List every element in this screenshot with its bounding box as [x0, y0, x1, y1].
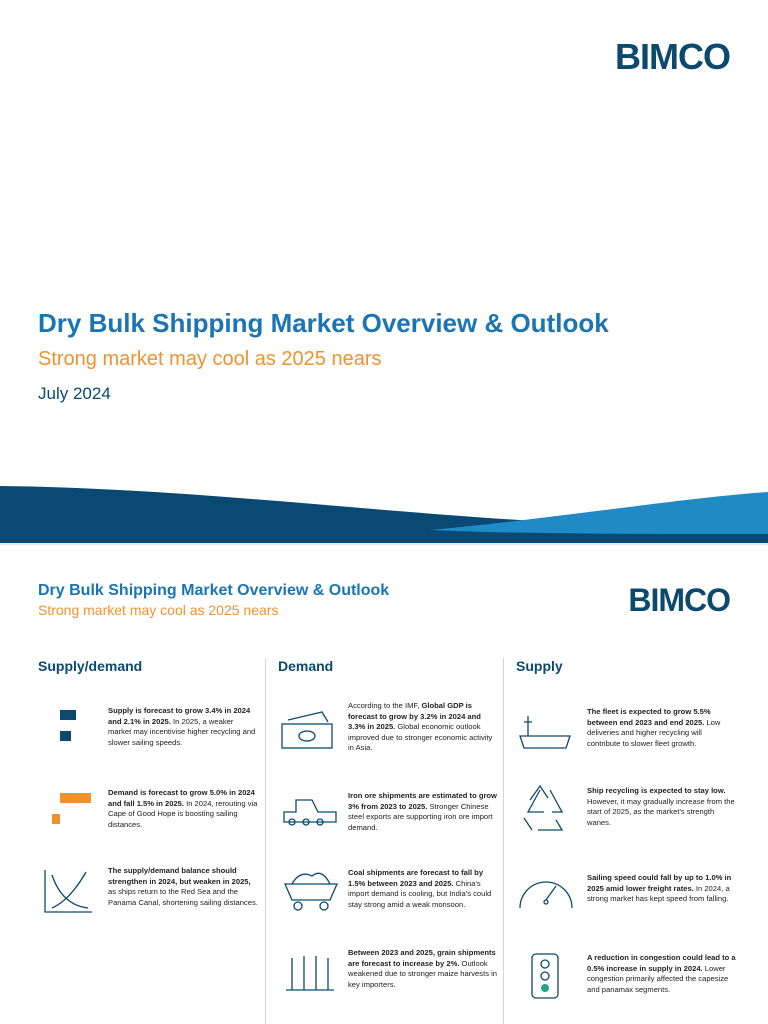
- bold-text: Sailing speed could fall by up to 1.0% i…: [587, 873, 732, 893]
- divider: [503, 658, 504, 1024]
- item-text: Supply is forecast to grow 3.4% in 2024 …: [108, 706, 258, 748]
- column-heading: Demand: [278, 658, 334, 674]
- bold-text: Between 2023 and 2025, grain shipments a…: [348, 948, 496, 968]
- bold-text: Ship recycling is expected to stay low.: [587, 786, 726, 795]
- divider: [265, 658, 266, 1024]
- item-text: A reduction in congestion could lead to …: [587, 953, 737, 995]
- column-heading: Supply/demand: [38, 658, 143, 674]
- item-text: Between 2023 and 2025, grain shipments a…: [348, 948, 498, 990]
- overview-title: Dry Bulk Shipping Market Overview & Outl…: [38, 582, 390, 599]
- item-text: Iron ore shipments are estimated to grow…: [348, 791, 498, 833]
- bold-text: Demand is forecast to grow 5.0% in 2024 …: [108, 788, 255, 808]
- bold-text: Coal shipments are forecast to fall by 1…: [348, 868, 484, 888]
- item-text: Coal shipments are forecast to fall by 1…: [348, 868, 498, 910]
- text: as ships return to the Red Sea and the P…: [108, 887, 258, 907]
- bold-text: Supply is forecast to grow 3.4% in 2024 …: [108, 706, 251, 726]
- logo: BIMCO: [628, 582, 731, 618]
- text: Stronger Chinese steel exports are suppo…: [348, 801, 493, 832]
- bold-text: Iron ore shipments are estimated to grow…: [348, 791, 497, 811]
- bold-text: A reduction in congestion could lead to …: [587, 953, 736, 973]
- item-text: Demand is forecast to grow 5.0% in 2024 …: [108, 788, 258, 830]
- item-text: Sailing speed could fall by up to 1.0% i…: [587, 873, 737, 905]
- text: Lower congestion primarily affected the …: [587, 963, 729, 994]
- text: Low deliveries and higher recycling will…: [587, 717, 721, 748]
- bold-text: Global GDP is forecast to grow by 3.2% i…: [348, 701, 481, 731]
- text: Global economic outlook improved due to …: [348, 722, 493, 752]
- text: China's import demand is cooling, but In…: [348, 878, 492, 909]
- logo: BIMCO: [615, 36, 731, 77]
- cover-title: Dry Bulk Shipping Market Overview & Outl…: [38, 308, 609, 338]
- cover-date: July 2024: [38, 384, 111, 403]
- page-break: [0, 543, 768, 545]
- item-text: The supply/demand balance should strengt…: [108, 866, 258, 908]
- cover-subtitle: Strong market may cool as 2025 nears: [38, 348, 382, 370]
- item-text: According to the IMF, Global GDP is fore…: [348, 701, 498, 754]
- wave-band: [0, 486, 768, 544]
- bold-text: The supply/demand balance should strengt…: [108, 866, 251, 886]
- item-text: The fleet is expected to grow 5.5% betwe…: [587, 707, 737, 749]
- text: In 2024, a strong market has kept speed …: [587, 883, 730, 904]
- text: However, it may gradually increase from …: [587, 796, 735, 827]
- overview-subtitle: Strong market may cool as 2025 nears: [38, 602, 279, 618]
- bold-text: The fleet is expected to grow 5.5% betwe…: [587, 707, 711, 727]
- text: According to the IMF,: [348, 701, 422, 710]
- column-heading: Supply: [516, 658, 563, 674]
- text: Outlook weakened due to stronger maize h…: [348, 958, 498, 989]
- item-text: Ship recycling is expected to stay low. …: [587, 786, 737, 828]
- text: In 2025, a weaker market may incentivise…: [108, 716, 256, 747]
- text: In 2024, rerouting via Cape of Good Hope…: [108, 798, 258, 829]
